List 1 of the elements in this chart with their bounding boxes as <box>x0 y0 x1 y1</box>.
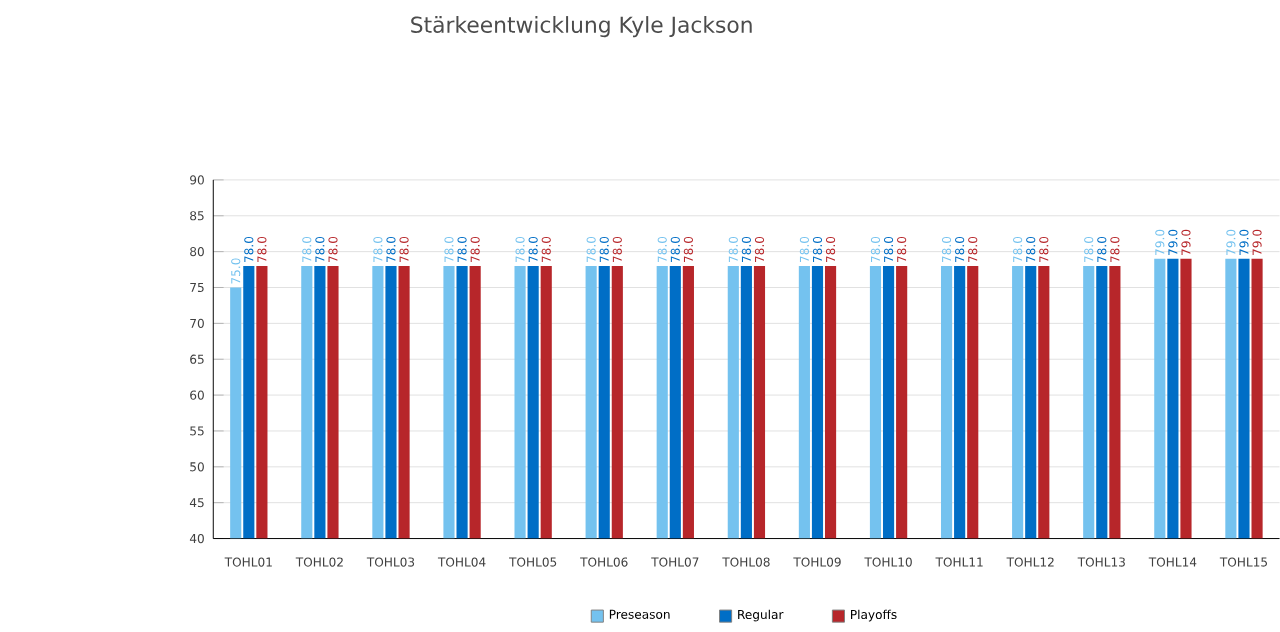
chart-title: Stärkeentwicklung Kyle Jackson <box>411 15 752 38</box>
